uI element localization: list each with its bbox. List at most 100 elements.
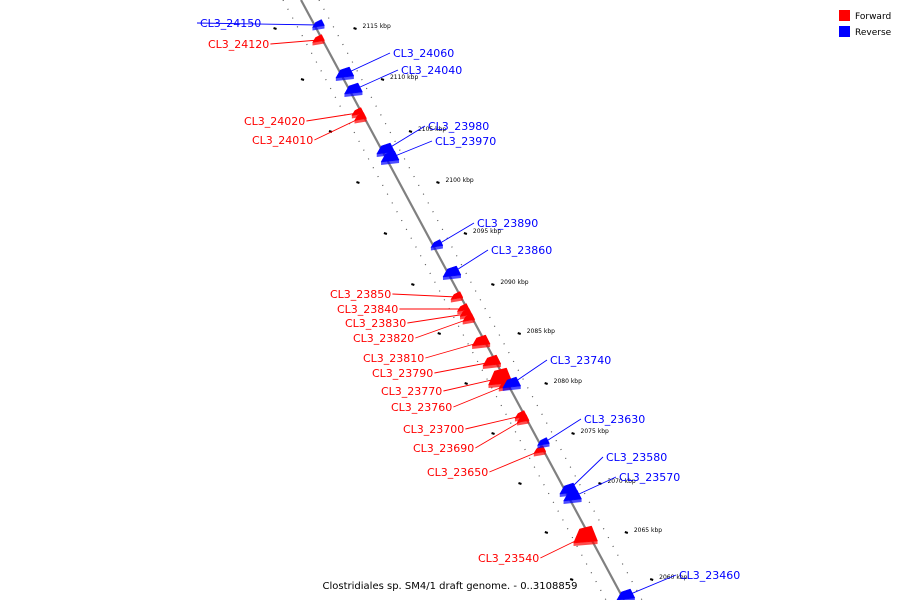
gene-cl3-24120[interactable]: CL3_24120 [208,34,325,52]
kbp-tick-label: 2100 kbp [445,177,473,184]
kbp-tick-mark [544,531,549,534]
kbp-tick-label: 2105 kbp [418,126,446,133]
gene-feature-glyph [354,112,367,121]
kbp-tick-mark [380,78,385,81]
gene-cl3-24060[interactable]: CL3_24060 [335,47,454,81]
gene-leader-line [451,249,489,274]
kbp-tick-mark [383,232,388,235]
gene-label: CL3_24010 [252,134,313,147]
gene-label: CL3_23580 [606,451,667,464]
gene-label: CL3_23830 [345,317,406,330]
gene-leader-line [443,377,501,392]
gene-cl3-23690[interactable]: CL3_23690 [413,414,530,456]
gene-leader-line [270,39,319,45]
gene-feature-shade [563,499,582,504]
gene-feature-shade [354,118,367,124]
gene-label: CL3_24020 [244,115,305,128]
gene-leader-line [489,450,540,473]
gene-cl3-23790[interactable]: CL3_23790 [372,354,502,380]
kbp-tick-mark [517,332,522,335]
kbp-ticks: 2115 kbp 2110 kbp 2105 kbp 2100 kbp 2095 kbp… [273,23,688,581]
gene-leader-line [415,318,469,339]
kbp-tick-label: 2075 kbp [581,428,609,435]
gene-leader-line [196,22,319,26]
gene-leader-line [344,52,391,75]
gene-cl3-23630[interactable]: CL3_23630 [536,413,645,449]
gene-cl3-23860[interactable]: CL3_23860 [442,244,552,280]
gene-label: CL3_23740 [550,354,611,367]
kbp-tick-mark [491,432,495,435]
gene-feature-shade [381,160,400,165]
gene-leader-line [465,415,522,430]
gene-label: CL3_23700 [403,423,464,436]
gene-label: CL3_23760 [391,401,452,414]
gene-label: CL3_23850 [330,288,391,301]
gene-label: CL3_23460 [679,569,740,582]
gene-feature-glyph [450,291,464,300]
gene-label: CL3_23690 [413,442,474,455]
gene-leader-line [407,313,467,324]
kbp-tick-mark [518,482,522,485]
gene-cl3-23650[interactable]: CL3_23650 [427,445,547,480]
kbp-tick-mark [571,432,575,435]
gene-feature-shade [502,386,521,391]
gene-cl3-24010[interactable]: CL3_24010 [252,112,367,148]
kbp-tick-label: 2060 kbp [659,574,687,581]
gene-cl3-23540[interactable]: CL3_23540 [478,525,598,565]
gene-cl3-23460[interactable]: CL3_23460 [616,569,740,600]
gene-cl3-23700[interactable]: CL3_23700 [403,410,528,437]
gene-cl3-23850[interactable]: CL3_23850 [330,288,464,303]
gene-cl3-23840[interactable]: CL3_23840 [337,303,470,316]
kbp-tick-mark [273,27,277,30]
gene-feature-glyph [516,414,530,423]
kbp-tick-label: 2065 kbp [634,527,662,534]
kbp-tick-mark [436,181,440,184]
gene-cl3-23820[interactable]: CL3_23820 [353,313,476,346]
gene-cl3-23970[interactable]: CL3_23970 [380,135,496,165]
strand-rail-reverse [318,0,643,600]
gene-label: CL3_24060 [393,47,454,60]
gene-feature-shade [573,541,598,546]
gene-leader-line [392,293,457,298]
gene-label: CL3_23650 [427,466,488,479]
gene-feature-glyph [502,376,522,389]
gene-leader-line [353,69,399,91]
kbp-tick-mark [437,332,442,335]
gene-cl3-23890[interactable]: CL3_23890 [430,217,538,251]
gene-feature-shade [472,344,491,349]
gene-label: CL3_23840 [337,303,398,316]
gene-cl3-24150[interactable]: CL3_24150 [196,17,325,31]
gene-label: CL3_23980 [428,120,489,133]
kbp-tick-label: 2080 kbp [554,378,582,385]
kbp-tick-mark [411,283,415,286]
gene-leader-line [453,385,505,408]
gene-label: CL3_23770 [381,385,442,398]
gene-leader-line [625,574,677,597]
gene-leader-line [543,418,582,444]
gene-cl3-23810[interactable]: CL3_23810 [363,334,491,365]
strand-rails [282,0,643,600]
gene-label: CL3_23540 [478,552,539,565]
gene-feature-shade [533,451,546,457]
gene-cl3-24040[interactable]: CL3_24040 [343,64,462,97]
gene-label: CL3_23810 [363,352,424,365]
kbp-tick-mark [464,382,468,385]
kbp-tick-label: 2110 kbp [390,74,418,81]
legend-label-forward: Forward [855,12,891,22]
gene-label: CL3_23570 [619,471,680,484]
gene-leader-line [568,456,604,491]
gene-feature-shade [482,364,501,369]
gene-leader-line [434,361,492,374]
gene-cl3-23570[interactable]: CL3_23570 [563,471,681,504]
kbp-tick-mark [649,578,654,581]
gene-leader-line [425,341,482,359]
gene-cl3-23740[interactable]: CL3_23740 [502,354,612,391]
legend-label-reverse: Reverse [855,28,892,38]
gene-cl3-23770[interactable]: CL3_23770 [381,367,513,398]
gene-feature-shade [517,420,530,426]
genome-caption: Clostridiales sp. SM4/1 draft genome. - … [323,581,578,592]
kbp-tick-mark [408,130,413,133]
kbp-tick-label: 2095 kbp [473,228,501,235]
gene-feature-glyph [311,19,325,28]
